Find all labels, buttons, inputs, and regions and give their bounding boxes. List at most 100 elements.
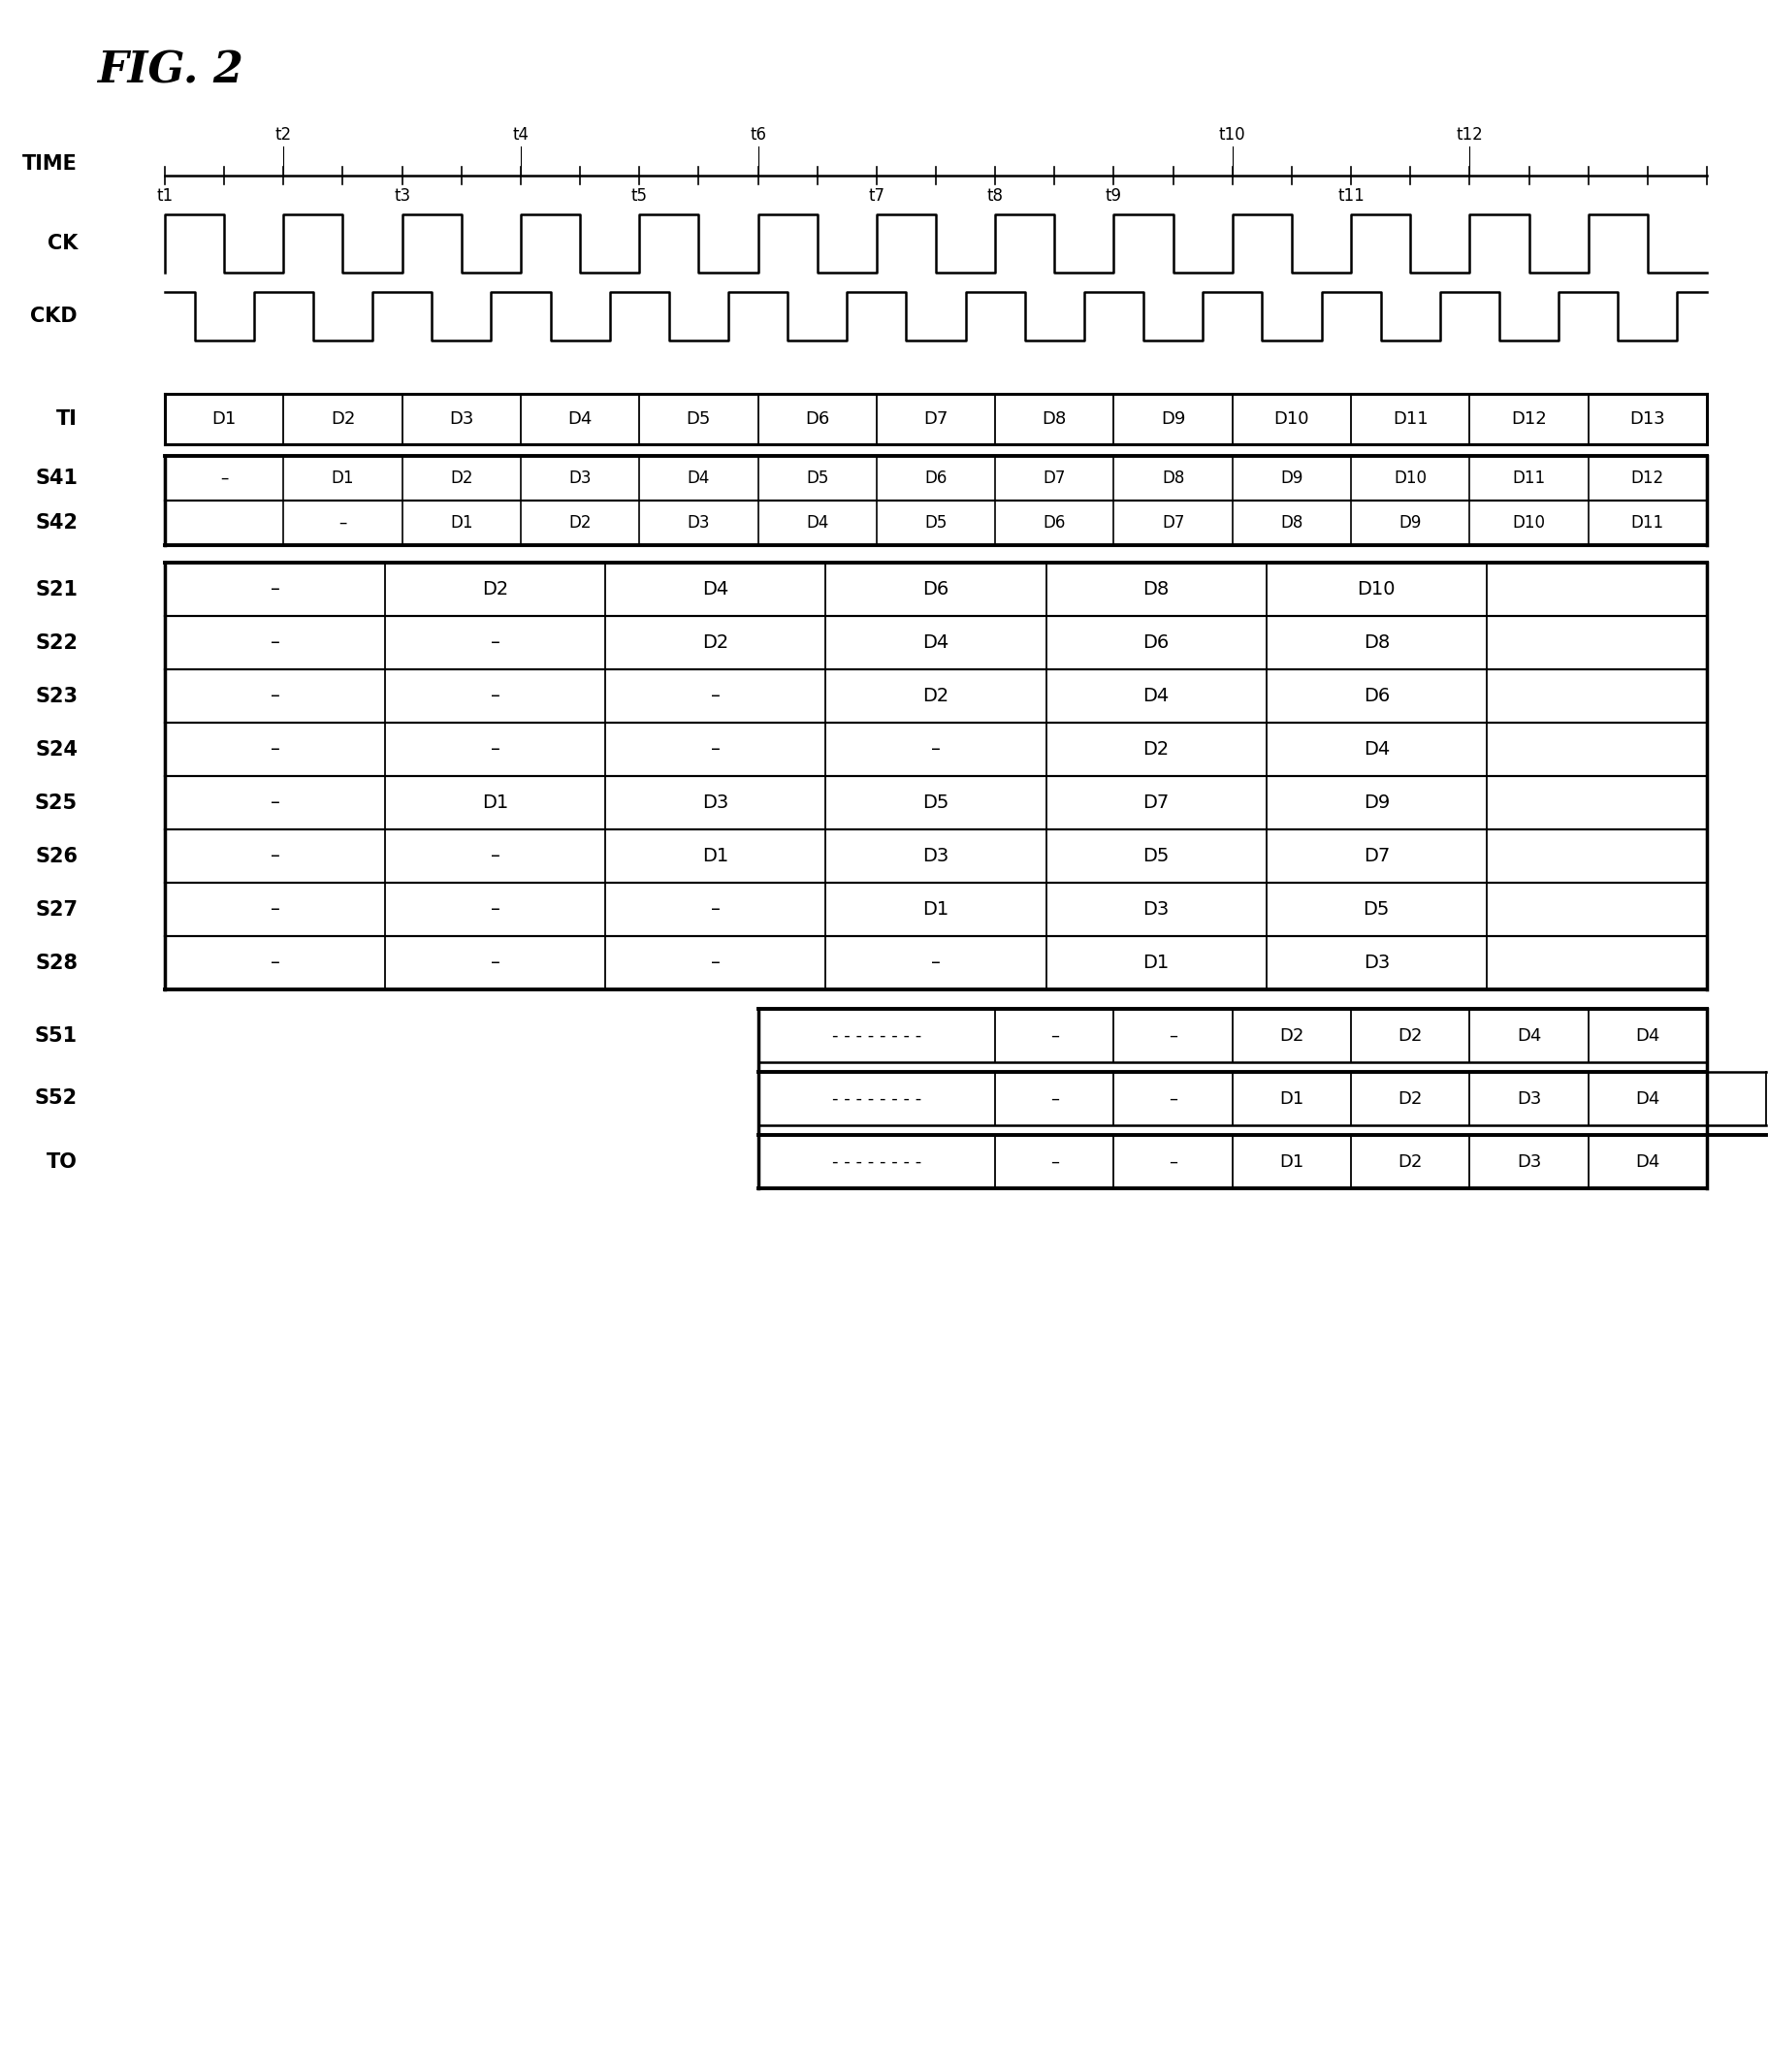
Text: –: – [1169, 1028, 1177, 1044]
Text: D3: D3 [1363, 953, 1390, 972]
Text: D11: D11 [1630, 514, 1664, 533]
Text: –: – [1050, 1028, 1059, 1044]
Text: D7: D7 [1162, 514, 1185, 533]
Text: CKD: CKD [30, 307, 78, 325]
Text: D1: D1 [1278, 1152, 1303, 1171]
Text: S52: S52 [35, 1090, 78, 1109]
Text: D2: D2 [1278, 1028, 1303, 1044]
Text: –: – [271, 847, 279, 866]
Text: D6: D6 [1142, 634, 1169, 653]
Text: D3: D3 [568, 470, 591, 487]
Text: D5: D5 [806, 470, 827, 487]
Text: D10: D10 [1273, 410, 1308, 427]
Text: D12: D12 [1510, 410, 1545, 427]
Text: D7: D7 [923, 410, 948, 427]
Text: D3: D3 [1515, 1090, 1540, 1106]
Text: –: – [271, 686, 279, 704]
Text: FIG. 2: FIG. 2 [97, 50, 244, 91]
Text: –: – [490, 634, 500, 653]
Text: D11: D11 [1391, 410, 1427, 427]
Text: –: – [1169, 1152, 1177, 1171]
Text: t9: t9 [1105, 186, 1121, 205]
Text: - - - - - - - -: - - - - - - - - [831, 1152, 921, 1171]
Text: –: – [271, 634, 279, 653]
Text: D7: D7 [1142, 794, 1169, 812]
Text: D10: D10 [1512, 514, 1545, 533]
Text: S24: S24 [35, 740, 78, 758]
Text: S21: S21 [35, 580, 78, 599]
Text: D2: D2 [1397, 1090, 1421, 1106]
Text: D1: D1 [449, 514, 472, 533]
Text: –: – [711, 899, 720, 918]
Text: S23: S23 [35, 686, 78, 707]
Text: CK: CK [48, 234, 78, 253]
Text: –: – [490, 899, 500, 918]
Text: –: – [1050, 1090, 1059, 1106]
Text: D4: D4 [806, 514, 827, 533]
Text: D3: D3 [449, 410, 474, 427]
Text: –: – [490, 686, 500, 704]
Text: D1: D1 [212, 410, 237, 427]
Text: –: – [930, 953, 941, 972]
Text: D8: D8 [1162, 470, 1185, 487]
Text: D7: D7 [1043, 470, 1066, 487]
Text: D6: D6 [804, 410, 829, 427]
Text: D2: D2 [1397, 1152, 1421, 1171]
Text: TI: TI [57, 410, 78, 429]
Text: D6: D6 [1043, 514, 1066, 533]
Text: –: – [271, 899, 279, 918]
Text: D4: D4 [702, 580, 728, 599]
Text: –: – [930, 740, 941, 758]
Text: –: – [271, 794, 279, 812]
Text: D1: D1 [1142, 953, 1169, 972]
Text: t10: t10 [1218, 126, 1245, 143]
Text: t12: t12 [1455, 126, 1482, 143]
Text: D6: D6 [1363, 686, 1390, 704]
Text: S22: S22 [35, 632, 78, 653]
Text: - - - - - - - -: - - - - - - - - [831, 1028, 921, 1044]
Text: S26: S26 [35, 845, 78, 866]
Text: TO: TO [46, 1152, 78, 1171]
Text: D2: D2 [568, 514, 591, 533]
Text: D4: D4 [1363, 740, 1390, 758]
Text: D4: D4 [1142, 686, 1169, 704]
Text: –: – [271, 580, 279, 599]
Text: D5: D5 [925, 514, 946, 533]
Text: t1: t1 [157, 186, 173, 205]
Text: t3: t3 [394, 186, 410, 205]
Text: –: – [711, 686, 720, 704]
Text: S25: S25 [35, 794, 78, 812]
Text: D3: D3 [688, 514, 709, 533]
Text: D9: D9 [1398, 514, 1421, 533]
Text: D6: D6 [923, 580, 949, 599]
Text: t5: t5 [631, 186, 647, 205]
Text: D2: D2 [1397, 1028, 1421, 1044]
Text: D4: D4 [568, 410, 592, 427]
Text: –: – [219, 470, 228, 487]
Text: D4: D4 [1634, 1152, 1658, 1171]
Text: –: – [1050, 1152, 1059, 1171]
Text: D7: D7 [1363, 847, 1390, 866]
Text: D10: D10 [1356, 580, 1395, 599]
Text: D1: D1 [923, 899, 949, 918]
Text: S27: S27 [35, 899, 78, 920]
Text: D8: D8 [1280, 514, 1303, 533]
Text: t6: t6 [750, 126, 766, 143]
Text: –: – [711, 740, 720, 758]
Text: D9: D9 [1280, 470, 1303, 487]
Text: D4: D4 [1634, 1028, 1658, 1044]
Text: D4: D4 [923, 634, 949, 653]
Text: D6: D6 [925, 470, 946, 487]
Text: D2: D2 [331, 410, 355, 427]
Text: D2: D2 [1142, 740, 1169, 758]
Text: S28: S28 [35, 953, 78, 972]
Text: - - - - - - - -: - - - - - - - - [831, 1090, 921, 1106]
Text: t8: t8 [987, 186, 1002, 205]
Text: D12: D12 [1630, 470, 1664, 487]
Text: S51: S51 [35, 1026, 78, 1044]
Text: D9: D9 [1363, 794, 1390, 812]
Text: D1: D1 [1278, 1090, 1303, 1106]
Text: D1: D1 [483, 794, 507, 812]
Text: D4: D4 [688, 470, 709, 487]
Text: D5: D5 [1363, 899, 1390, 918]
